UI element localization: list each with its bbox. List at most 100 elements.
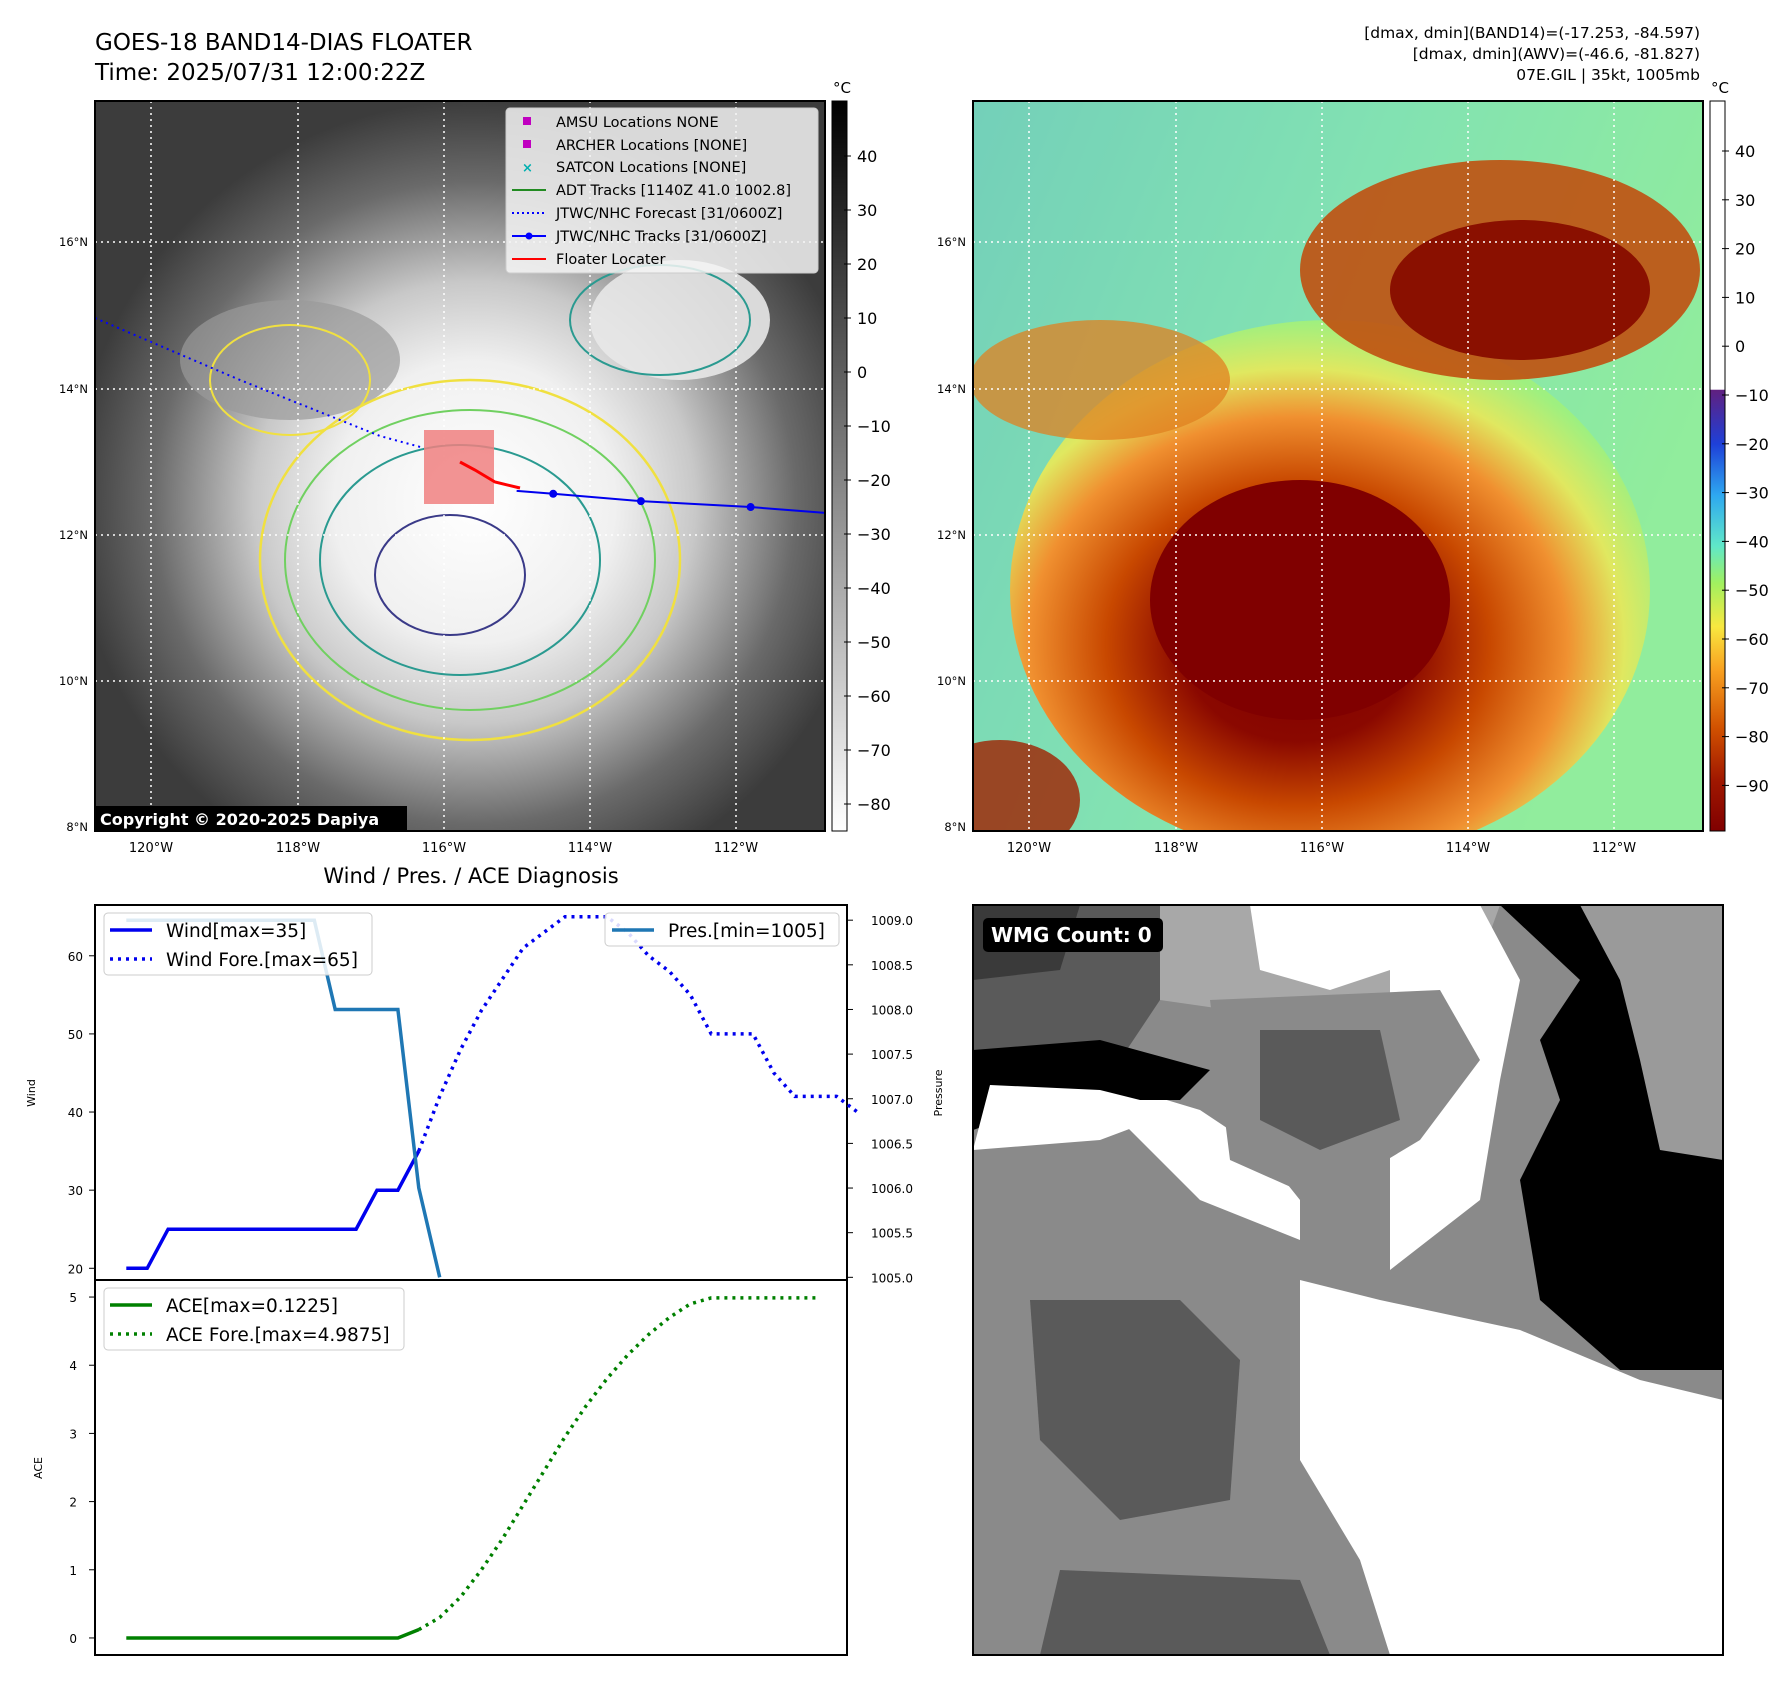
ace-tick-label: 2	[69, 1496, 77, 1510]
colorbar-tick-label: −40	[1735, 532, 1769, 551]
wind-legend-box	[103, 912, 373, 976]
colorbar-tick-label: 10	[857, 309, 877, 328]
band14-contour-indigo	[374, 514, 526, 636]
ace-fore-legend-label: ACE Fore.[max=4.9875]	[166, 1325, 390, 1346]
wmg-block	[1250, 905, 1420, 990]
pressure-tick-label: 1008.0	[871, 1003, 913, 1017]
band14-map-panel: AMSU Locations NONE ARCHER Locations [NO…	[59, 79, 891, 856]
ace-tick-label: 5	[69, 1291, 77, 1305]
track-point	[549, 489, 558, 498]
wmg-block	[973, 1085, 1180, 1150]
awv-colorbar-ticks: 40 30 20 10 0 −10 −20 −30 −40 −50 −60 −70 −80 −90	[1722, 142, 1769, 795]
ace-series-line-0	[126, 1627, 420, 1640]
awv-southwest-patch	[973, 740, 1080, 831]
band14-contour-yellow	[258, 378, 682, 742]
track-dot-icon	[525, 232, 533, 240]
lon-tick: 116°W	[1300, 841, 1344, 856]
colorbar-tick-label: 20	[1735, 240, 1755, 259]
lon-tick: 114°W	[1446, 841, 1490, 856]
awv-range: [dmax, dmin](AWV)=(-46.6, -81.827)	[1413, 45, 1700, 63]
band14-contour-yellow	[209, 324, 371, 436]
band14-colorbar	[831, 100, 848, 832]
wind-tick-label: 20	[68, 1262, 83, 1276]
pressure-tick-label: 1007.0	[871, 1093, 913, 1107]
pressure-axis-label: Pressure	[932, 1069, 945, 1116]
wmg-count-badge	[983, 918, 1163, 952]
colorbar-tick-label: 40	[1735, 142, 1755, 161]
pressure-legend: Pres.[min=1005]	[604, 912, 840, 947]
colorbar-tick-label: −80	[1735, 728, 1769, 747]
legend-floater: Floater Locater	[556, 252, 665, 268]
lon-tick: 116°W	[422, 841, 466, 856]
pressure-tick-label: 1008.5	[871, 959, 913, 973]
awv-map-panel: 16°N 14°N 12°N 10°N 8°N 120°W 118°W 116°…	[937, 79, 1769, 856]
awv-west-band	[973, 320, 1230, 440]
wind-tick-label: 40	[68, 1106, 83, 1120]
pressure-legend-box	[604, 912, 840, 947]
lat-tick: 10°N	[59, 674, 88, 688]
legend-box	[505, 107, 819, 274]
colorbar-tick-label: 30	[1735, 191, 1755, 210]
lon-tick: 120°W	[129, 841, 173, 856]
track-point	[636, 497, 645, 506]
legend-amsu: AMSU Locations NONE	[556, 115, 719, 131]
archer-marker-icon	[523, 140, 531, 148]
band14-contour-green	[284, 409, 656, 711]
band14-cloud-patch	[180, 300, 400, 420]
wmg-frame	[972, 904, 1724, 1656]
awv-frame	[972, 100, 1704, 832]
ace-tick-label: 1	[69, 1564, 77, 1578]
wmg-block	[1040, 1570, 1330, 1655]
colorbar-tick-label: −30	[857, 525, 891, 544]
copyright-badge	[95, 806, 407, 832]
pressure-tick-label: 1005.0	[871, 1271, 913, 1285]
series-line-1	[417, 914, 859, 1152]
ace-tick-label: 0	[69, 1632, 77, 1646]
lat-tick: 12°N	[59, 528, 88, 542]
colorbar-tick-label: 20	[857, 255, 877, 274]
wind-axis-label: Wind	[25, 1079, 38, 1107]
wind-yticks: 60 50 40 30 20	[68, 950, 95, 1276]
ace-series-line-1	[417, 1296, 816, 1632]
colorbar-tick-label: −70	[1735, 679, 1769, 698]
band14-lat-ticks: 16°N 14°N 12°N 10°N 8°N	[59, 235, 88, 834]
colorbar-tick-label: 0	[1735, 337, 1745, 356]
satcon-marker-icon: ×	[522, 161, 533, 176]
legend-track: JTWC/NHC Tracks [31/0600Z]	[555, 229, 767, 245]
lon-tick: 112°W	[714, 841, 758, 856]
band14-legend: AMSU Locations NONE ARCHER Locations [NO…	[505, 107, 819, 274]
figure-title: GOES-18 BAND14-DIAS FLOATER	[95, 30, 473, 56]
legend-archer: ARCHER Locations [NONE]	[556, 138, 747, 154]
lon-tick: 120°W	[1007, 841, 1051, 856]
lat-tick: 8°N	[944, 820, 966, 834]
band14-colorbar-unit: °C	[833, 79, 851, 97]
lat-tick: 8°N	[66, 820, 88, 834]
wmg-block	[1030, 1300, 1240, 1520]
amsu-marker-icon	[523, 117, 531, 125]
ace-legend: ACE[max=0.1225] ACE Fore.[max=4.9875]	[103, 1287, 405, 1351]
ace-legend-box	[103, 1287, 405, 1351]
wmg-block	[1260, 1030, 1400, 1150]
wind-tick-label: 50	[68, 1028, 83, 1042]
band14-frame	[94, 100, 826, 832]
track-point	[746, 503, 755, 512]
awv-lon-ticks: 120°W 118°W 116°W 114°W 112°W	[1007, 841, 1636, 856]
jtwc-forecast-line	[95, 317, 425, 449]
lon-tick: 114°W	[568, 841, 612, 856]
lat-tick: 14°N	[937, 382, 966, 396]
lat-tick: 10°N	[937, 674, 966, 688]
legend-satcon: SATCON Locations [NONE]	[556, 160, 746, 176]
colorbar-tick-label: −10	[1735, 386, 1769, 405]
colorbar-tick-label: −70	[857, 741, 891, 760]
band14-lon-ticks: 120°W 118°W 116°W 114°W 112°W	[129, 841, 758, 856]
colorbar-tick-label: −80	[857, 795, 891, 814]
lat-tick: 16°N	[59, 235, 88, 249]
colorbar-tick-label: 0	[857, 363, 867, 382]
diagnosis-title: Wind / Pres. / ACE Diagnosis	[323, 864, 618, 888]
ace-legend-label: ACE[max=0.1225]	[166, 1296, 338, 1317]
lon-tick: 118°W	[1154, 841, 1198, 856]
pressure-tick-label: 1006.0	[871, 1182, 913, 1196]
pressure-tick-label: 1009.0	[871, 914, 913, 928]
colorbar-tick-label: −60	[1735, 630, 1769, 649]
lat-tick: 16°N	[937, 235, 966, 249]
